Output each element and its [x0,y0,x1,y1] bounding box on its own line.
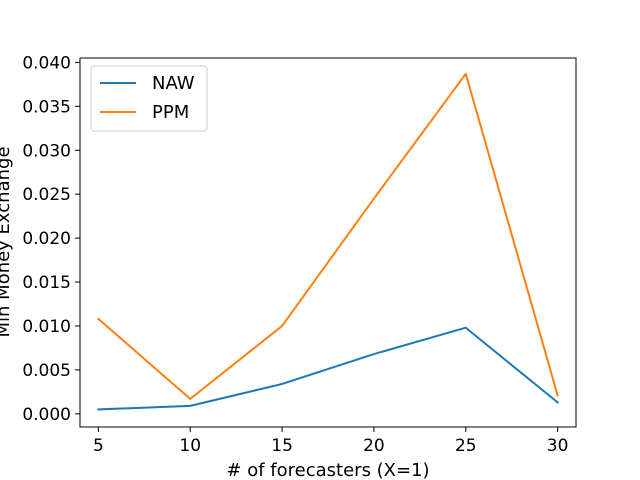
x-tick-label: 25 [455,436,477,456]
x-tick-label: 15 [271,436,293,456]
x-tick-label: 30 [547,436,569,456]
legend: NAW PPM [90,65,208,132]
x-tick-label: 5 [93,436,104,456]
x-tick-label: 10 [179,436,201,456]
x-axis-ticks: 5 10 15 20 25 30 [93,427,568,456]
y-tick-label: 0.030 [22,141,71,161]
y-tick-label: 0.035 [22,97,71,117]
series-line-naw [97,326,560,411]
x-axis-label: # of forecasters (X=1) [226,460,429,480]
y-axis-label: Min Money Exchange [0,146,14,337]
series-line-ppm [96,72,559,400]
x-tick-label: 20 [363,436,385,456]
legend-label-naw: NAW [152,73,195,94]
y-tick-label: 0.010 [22,317,71,337]
y-axis-ticks: 0.000 0.005 0.010 0.015 0.020 0.025 0.030 0.035… [22,53,80,425]
y-tick-label: 0.015 [22,273,71,293]
y-tick-label: 0.020 [22,229,71,249]
legend-label-ppm: PPM [152,102,189,123]
y-tick-label: 0.000 [22,405,71,425]
axes-frame [79,57,577,428]
series-lines [96,72,560,411]
y-tick-label: 0.005 [22,361,71,381]
y-tick-label: 0.025 [22,185,71,205]
y-tick-label: 0.040 [22,53,71,73]
